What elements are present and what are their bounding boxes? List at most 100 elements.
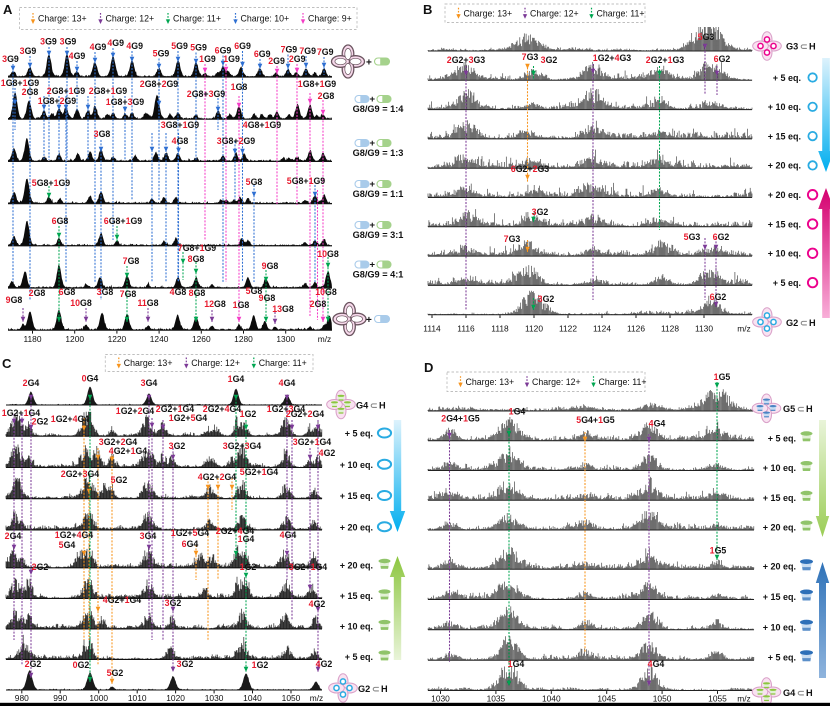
svg-text:+ 5 eq.: + 5 eq. (768, 433, 796, 443)
svg-text:+: + (366, 58, 372, 69)
svg-text:2G8+3G9: 2G8+3G9 (187, 89, 226, 99)
svg-text:5G4+1G5: 5G4+1G5 (576, 415, 615, 425)
svg-text:G2: G2 (786, 318, 798, 328)
svg-text:1126: 1126 (627, 324, 645, 334)
svg-text:G8/G9 = 1:1: G8/G9 = 1:1 (353, 189, 404, 199)
svg-text:1G2+5G4: 1G2+5G4 (169, 413, 208, 423)
svg-text:10G8: 10G8 (70, 298, 92, 308)
svg-text:1280: 1280 (234, 334, 253, 344)
svg-text:⊂: ⊂ (797, 404, 805, 414)
svg-text:10G8: 10G8 (317, 249, 339, 259)
svg-text:G4: G4 (783, 688, 796, 698)
svg-text:2G2+1G4: 2G2+1G4 (156, 404, 195, 414)
svg-text:1130: 1130 (695, 324, 713, 334)
svg-text:Charge: 13+: Charge: 13+ (124, 358, 173, 368)
svg-text:+ 5 eq.: + 5 eq. (345, 429, 373, 439)
svg-text:1000: 1000 (89, 693, 108, 703)
svg-text:6G2: 6G2 (714, 54, 731, 64)
svg-text:3G2: 3G2 (169, 441, 186, 451)
svg-text:Charge: 12+: Charge: 12+ (106, 14, 155, 24)
svg-text:1G4: 1G4 (228, 374, 245, 384)
svg-text:+ 15 eq.: + 15 eq. (763, 493, 796, 503)
svg-text:1G5: 1G5 (710, 546, 727, 556)
svg-text:6G9: 6G9 (254, 49, 271, 59)
svg-text:5G2+1G4: 5G2+1G4 (240, 467, 279, 477)
svg-text:7G8: 7G8 (123, 256, 140, 266)
svg-text:1G9: 1G9 (199, 54, 216, 64)
svg-text:7G8: 7G8 (120, 289, 137, 299)
svg-text:11G8: 11G8 (137, 298, 158, 308)
svg-text:+ 5 eq.: + 5 eq. (773, 278, 801, 288)
svg-text:1G8: 1G8 (233, 300, 250, 310)
svg-text:1118: 1118 (491, 324, 509, 334)
svg-text:2G8: 2G8 (22, 87, 39, 97)
svg-text:3G2: 3G2 (532, 207, 549, 217)
svg-text:5G9: 5G9 (153, 49, 170, 59)
svg-text:4G2+1G4: 4G2+1G4 (109, 446, 148, 456)
svg-text:3G9: 3G9 (60, 37, 77, 47)
svg-text:7G3: 7G3 (522, 52, 539, 62)
svg-text:Charge: 11+: Charge: 11+ (259, 358, 307, 368)
svg-text:2G9: 2G9 (268, 56, 285, 66)
svg-text:+ 10 eq.: + 10 eq. (768, 249, 801, 259)
svg-text:5G8: 5G8 (246, 177, 263, 187)
svg-text:5G2: 5G2 (107, 668, 124, 678)
svg-text:4G2+1G4: 4G2+1G4 (103, 595, 142, 605)
svg-text:7G9: 7G9 (317, 47, 334, 57)
svg-text:0G4: 0G4 (82, 374, 99, 384)
svg-text:2G2: 2G2 (25, 659, 42, 669)
svg-text:1G2+3G4: 1G2+3G4 (267, 404, 306, 414)
svg-text:2G9: 2G9 (289, 54, 306, 64)
svg-text:3G2: 3G2 (538, 294, 555, 304)
svg-text:10G8: 10G8 (315, 287, 337, 297)
svg-text:1035: 1035 (487, 694, 506, 704)
svg-text:1G2: 1G2 (252, 660, 269, 670)
svg-text:3G9: 3G9 (40, 37, 57, 47)
svg-text:B: B (423, 2, 432, 17)
svg-text:2G8+2G9: 2G8+2G9 (140, 79, 179, 89)
svg-text:+: + (366, 315, 372, 326)
svg-text:3G8: 3G8 (94, 129, 111, 139)
svg-text:1G8+2G9: 1G8+2G9 (38, 96, 77, 106)
svg-text:4G9: 4G9 (69, 51, 86, 61)
svg-text:1G4: 1G4 (508, 659, 525, 669)
svg-text:2G2+2G4: 2G2+2G4 (286, 409, 325, 419)
svg-text:5G2: 5G2 (111, 475, 128, 485)
svg-text:13G8: 13G8 (272, 304, 294, 314)
svg-text:G8/G9 = 1:3: G8/G9 = 1:3 (353, 148, 404, 158)
svg-text:12G8: 12G8 (204, 299, 226, 309)
svg-text:3G2: 3G2 (541, 55, 558, 65)
svg-text:1045: 1045 (597, 694, 616, 704)
svg-text:Charge: 12+: Charge: 12+ (530, 8, 579, 18)
svg-text:1030: 1030 (205, 693, 224, 703)
svg-text:+ 5 eq.: + 5 eq. (773, 73, 801, 83)
svg-text:3G2+1G4: 3G2+1G4 (293, 437, 332, 447)
svg-text:C: C (2, 356, 12, 371)
svg-text:1G9: 1G9 (223, 54, 240, 64)
svg-text:980: 980 (15, 693, 29, 703)
svg-text:1122: 1122 (559, 324, 577, 334)
svg-text:+ 5 eq.: + 5 eq. (345, 652, 373, 662)
svg-text:990: 990 (53, 693, 67, 703)
svg-text:6G9: 6G9 (234, 41, 251, 51)
svg-text:1G4: 1G4 (238, 534, 255, 544)
svg-text:2G2+1G3: 2G2+1G3 (646, 55, 685, 65)
svg-text:+ 20 eq.: + 20 eq. (763, 562, 796, 572)
svg-text:m/z: m/z (318, 334, 332, 344)
svg-text:7G3: 7G3 (504, 234, 521, 244)
svg-text:Charge: 13+: Charge: 13+ (464, 8, 513, 18)
svg-text:2G4+1G5: 2G4+1G5 (441, 414, 480, 424)
svg-text:1120: 1120 (525, 324, 543, 334)
svg-text:H: H (379, 401, 386, 411)
svg-text:6G4: 6G4 (182, 539, 199, 549)
svg-text:+ 10 eq.: + 10 eq. (340, 621, 373, 631)
svg-text:+: + (370, 138, 376, 149)
svg-text:m/z: m/z (737, 694, 751, 704)
svg-text:G5: G5 (783, 404, 795, 414)
svg-text:1220: 1220 (108, 334, 127, 344)
svg-text:⊂: ⊂ (370, 401, 378, 411)
svg-text:4G2+2G4: 4G2+2G4 (198, 472, 237, 482)
svg-text:1G2+4G4: 1G2+4G4 (55, 530, 94, 540)
svg-text:9G8: 9G8 (262, 261, 279, 271)
svg-text:+ 15 eq.: + 15 eq. (763, 592, 796, 602)
